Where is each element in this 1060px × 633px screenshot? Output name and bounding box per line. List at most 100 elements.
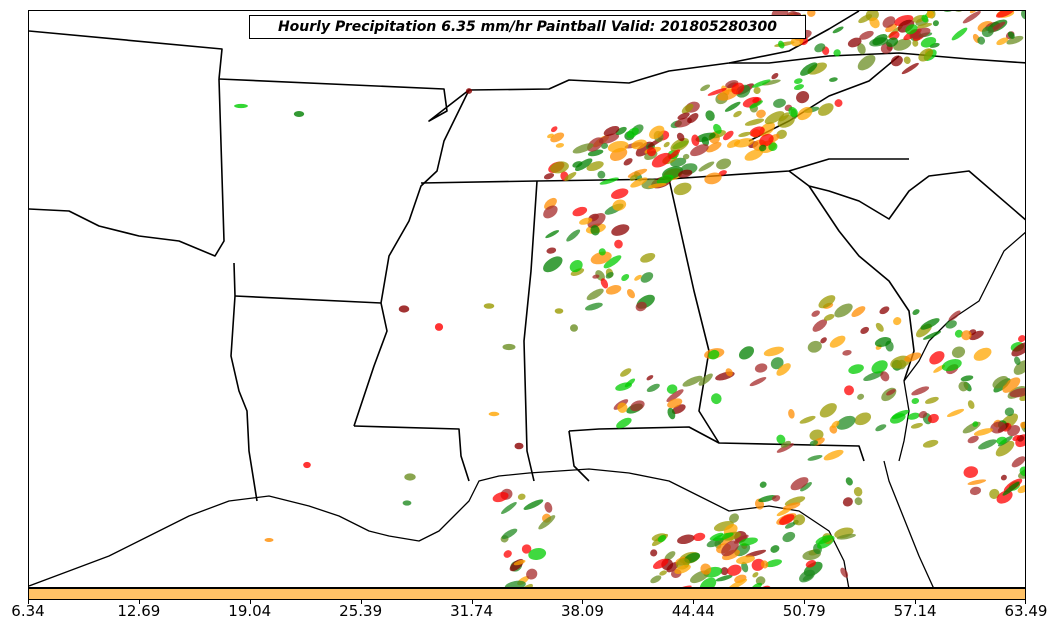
precip-blob [829,77,838,82]
precip-blob [840,567,849,578]
coastline [29,231,1025,587]
precip-blob [611,188,629,199]
precip-blob [710,393,722,405]
precip-blob [969,330,984,341]
precip-blob [973,347,992,361]
precip-blob [848,364,864,374]
precip-blob [621,274,630,281]
precip-blob [676,132,685,142]
precip-blob [859,30,874,40]
precip-blob [911,386,930,396]
precip-blob [1025,425,1026,432]
precip-blob [649,125,665,139]
precip-blob [869,17,880,29]
precip-blob [579,217,593,225]
precip-blob [857,43,866,55]
precip-blob [543,173,555,180]
precip-blob [758,495,777,503]
precip-blob [967,435,979,444]
precip-blob [674,564,691,574]
precip-blob [698,373,713,386]
precip-blob [832,26,844,34]
precip-blob [550,126,558,133]
precip-blob [995,440,1015,457]
precip-blob [818,103,834,116]
precip-blob [543,256,563,273]
precip-blob [614,239,623,249]
precip-blob [891,409,909,419]
precip-blob [800,62,818,76]
precip-blob [834,99,843,108]
precip-blob [502,343,516,351]
precip-blob [912,309,920,316]
precip-blob [763,346,785,357]
precip-blob [753,86,761,95]
precip-blob [1006,35,1024,45]
precip-blob [921,14,929,23]
precip-blob [670,138,689,152]
precip-blob [626,288,636,299]
precip-blob [708,349,720,360]
precip-blob [815,535,833,545]
precip-blob [751,79,771,88]
precip-blob [657,534,667,543]
precip-blob [972,421,979,427]
precip-blob [623,158,633,166]
precip-blob [771,495,781,502]
precip-blob [544,502,553,513]
precip-blob [752,97,760,104]
precip-blob [995,11,1016,18]
precip-blob [550,161,569,174]
precip-blob [715,575,733,582]
precip-blob [918,48,934,62]
colorbar-tick-label: 25.39 [339,602,383,620]
precip-blob [857,54,876,71]
precip-blob [802,573,814,581]
precip-blob [612,199,627,211]
precip-blob [687,113,699,124]
precip-blob [788,408,795,419]
precip-blob [630,177,648,188]
precip-blob [640,252,656,263]
precip-blob [819,403,837,418]
precip-blob [1009,388,1025,398]
precip-blob [800,482,812,492]
precip-blob [590,225,600,236]
precip-blob [716,158,732,170]
precip-blob [1007,425,1021,437]
colorbar-tick-label: 50.79 [782,602,826,620]
precip-blob [264,538,274,542]
precip-blob [854,497,863,506]
precip-blob [990,421,1006,434]
precip-blob [668,149,681,159]
precip-blob [690,144,709,157]
precip-blob [784,496,806,506]
precip-blob [483,303,495,309]
colorbar-tick-label: 57.14 [893,602,937,620]
precip-blob [538,515,556,530]
precip-blob [903,56,911,64]
precip-blob [1002,377,1021,393]
precip-blob [793,514,806,526]
precip-blob [664,551,676,561]
precip-blob [969,486,982,496]
precip-blob [678,169,693,178]
colorbar-tick-label: 12.69 [117,602,161,620]
precip-blob [874,337,892,347]
precip-blob [836,415,856,430]
precip-blob [996,490,1013,504]
precip-blob [854,412,872,426]
precip-blob [303,461,311,469]
precip-blob [973,428,993,436]
precip-blob [744,149,764,161]
precip-blob [646,375,654,381]
precip-blob [615,382,632,391]
precip-blob [652,558,669,570]
precip-blob [1020,421,1025,429]
precip-blob [570,268,585,276]
precip-blob [760,560,769,569]
precip-blob [833,49,841,57]
precip-blob [677,534,695,545]
precip-blob [398,305,410,313]
precip-blob [736,555,755,565]
